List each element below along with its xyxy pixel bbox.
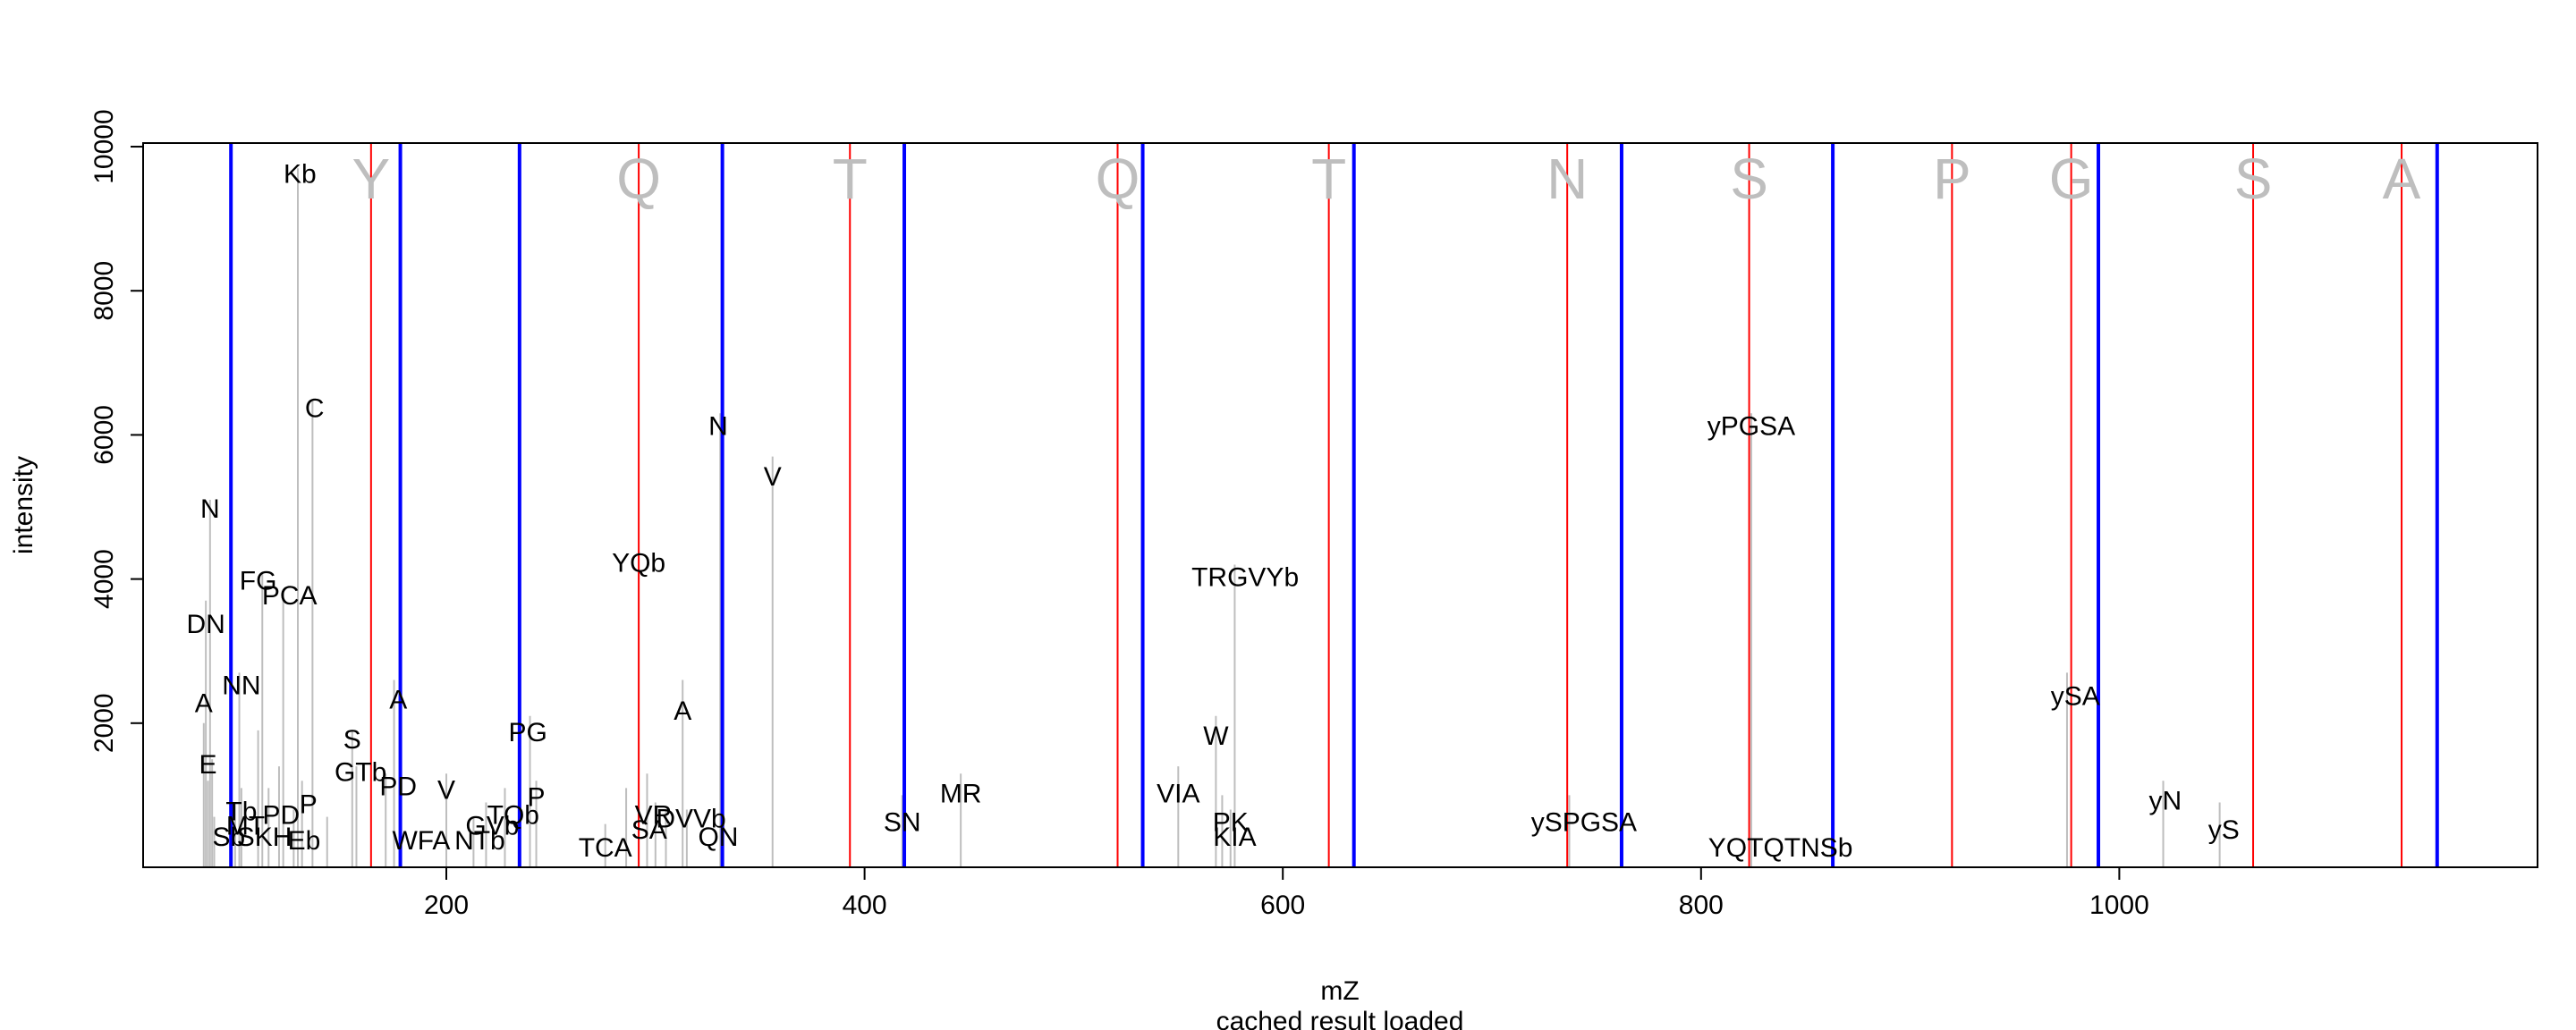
sequence-letter-9: S [2234, 147, 2273, 211]
peak-label-26: yN [2149, 787, 2182, 816]
peak-label-48: YQTQTNSb [1708, 833, 1853, 863]
x-axis-title: mZ [1320, 976, 1359, 1006]
peak-label-6: yPGSA [1707, 411, 1795, 441]
x-tick-label-4: 1000 [2089, 891, 2149, 920]
peak-label-13: A [389, 686, 407, 715]
peak-label-24: MR [940, 779, 982, 808]
peak-label-41: SKH [237, 823, 292, 852]
x-axis: 200 400 600 800 1000 [424, 866, 2149, 920]
sequence-letter-10: A [2383, 147, 2421, 211]
peak-label-8: PCA [262, 581, 318, 611]
peak-label-33: MT [226, 812, 265, 841]
peak-label-5: YQb [612, 549, 665, 578]
peak-label-37: PK [1213, 808, 1249, 838]
peak-label-44: NTb [454, 826, 505, 856]
peak-label-7: FG [240, 567, 277, 596]
y-tick-label-2: 6000 [89, 405, 119, 465]
peak-label-29: PD [262, 801, 300, 831]
y-tick-label-0: 2000 [89, 693, 119, 753]
peak-label-42: Eb [288, 826, 321, 856]
peak-label-0: Kb [284, 159, 317, 189]
sequence-letter-6: S [1730, 147, 1768, 211]
peak-label-40: Sb [213, 823, 246, 852]
sequence-letter-8: G [2049, 147, 2094, 211]
peak-label-35: SA [631, 815, 667, 845]
peak-label-23: P [528, 782, 546, 812]
x-tick-label-3: 800 [1679, 891, 1724, 920]
peak-label-43: WFA [392, 826, 450, 856]
peak-label-34: GVb [465, 812, 519, 841]
y-axis-title: intensity [9, 456, 38, 554]
peak-label-27: P [300, 790, 318, 820]
peak-label-12: A [195, 689, 213, 719]
y-tick-label-4: 10000 [89, 109, 119, 183]
peak-label-38: ySPGSA [1531, 808, 1637, 838]
peak-label-31: VR [635, 801, 673, 831]
peak-label-45: QN [698, 823, 738, 852]
peak-label-25: VIA [1157, 779, 1199, 808]
peak-label-1: C [305, 393, 325, 423]
peak-label-21: PD [379, 772, 417, 801]
peak-label-17: W [1203, 722, 1229, 751]
peak-label-20: E [199, 750, 216, 780]
peak-label-15: ySA [2051, 682, 2100, 712]
peak-label-9: TRGVYb [1191, 563, 1299, 593]
sequence-letter-4: T [1311, 147, 1346, 211]
x-tick-label-1: 400 [843, 891, 887, 920]
peak-label-22: V [437, 775, 455, 805]
peak-label-46: KIA [1213, 823, 1256, 852]
y-tick-label-3: 8000 [89, 261, 119, 321]
peak-label-3: N [708, 411, 728, 441]
peak-label-30: TQb [487, 801, 539, 831]
peak-label-28: Tb [225, 798, 257, 827]
plot-frame [142, 142, 2538, 868]
peak-label-36: SN [884, 808, 921, 838]
x-tick-label-2: 600 [1260, 891, 1305, 920]
y-tick-label-1: 4000 [89, 549, 119, 609]
sequence-letter-0: Y [352, 147, 390, 211]
sequence-letter-2: T [833, 147, 868, 211]
sequence-letter-5: N [1546, 147, 1588, 211]
peak-label-14: A [674, 697, 691, 726]
x-tick-label-0: 200 [424, 891, 469, 920]
sequence-letter-3: Q [1096, 147, 1140, 211]
peak-label-10: DN [186, 610, 225, 639]
peak-label-39: yS [2208, 815, 2240, 845]
sequence-letter-7: P [1933, 147, 1971, 211]
peak-label-2: N [200, 494, 220, 524]
peak-label-4: V [764, 462, 782, 492]
peak-label-32: DVVb [656, 805, 725, 834]
peak-label-47: TCA [579, 833, 632, 863]
peak-label-18: S [343, 725, 361, 755]
sequence-letter-1: Q [616, 147, 661, 211]
red-lines-layer [369, 143, 2403, 867]
peaks-layer [202, 168, 2221, 867]
peak-label-16: PG [509, 718, 547, 747]
y-axis: 2000 4000 6000 8000 10000 [89, 109, 144, 753]
blue-lines-layer [229, 143, 2439, 867]
peak-label-19: GTb [335, 757, 386, 787]
chart-subtitle: cached result loaded [1216, 1007, 1464, 1030]
peak-label-11: NN [222, 671, 260, 701]
